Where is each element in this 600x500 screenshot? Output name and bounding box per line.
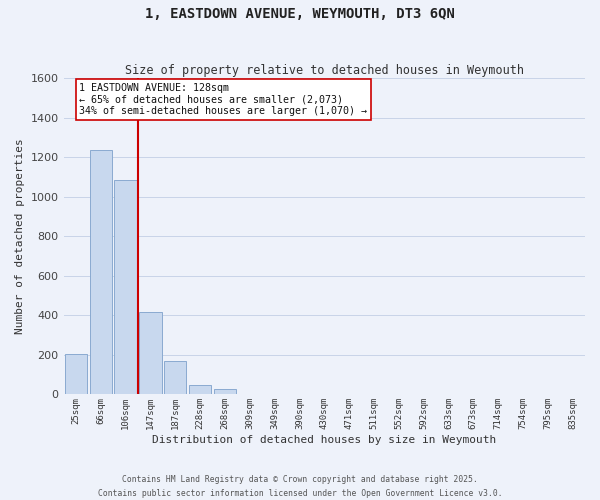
Bar xyxy=(214,390,236,394)
Bar xyxy=(115,180,137,394)
Bar xyxy=(89,150,112,394)
Bar xyxy=(189,384,211,394)
Bar xyxy=(65,354,87,395)
Text: Contains HM Land Registry data © Crown copyright and database right 2025.
Contai: Contains HM Land Registry data © Crown c… xyxy=(98,476,502,498)
Y-axis label: Number of detached properties: Number of detached properties xyxy=(15,138,25,334)
Title: Size of property relative to detached houses in Weymouth: Size of property relative to detached ho… xyxy=(125,64,524,77)
Text: 1 EASTDOWN AVENUE: 128sqm
← 65% of detached houses are smaller (2,073)
34% of se: 1 EASTDOWN AVENUE: 128sqm ← 65% of detac… xyxy=(79,83,367,116)
X-axis label: Distribution of detached houses by size in Weymouth: Distribution of detached houses by size … xyxy=(152,435,496,445)
Bar xyxy=(164,361,187,394)
Bar xyxy=(139,312,161,394)
Text: 1, EASTDOWN AVENUE, WEYMOUTH, DT3 6QN: 1, EASTDOWN AVENUE, WEYMOUTH, DT3 6QN xyxy=(145,8,455,22)
